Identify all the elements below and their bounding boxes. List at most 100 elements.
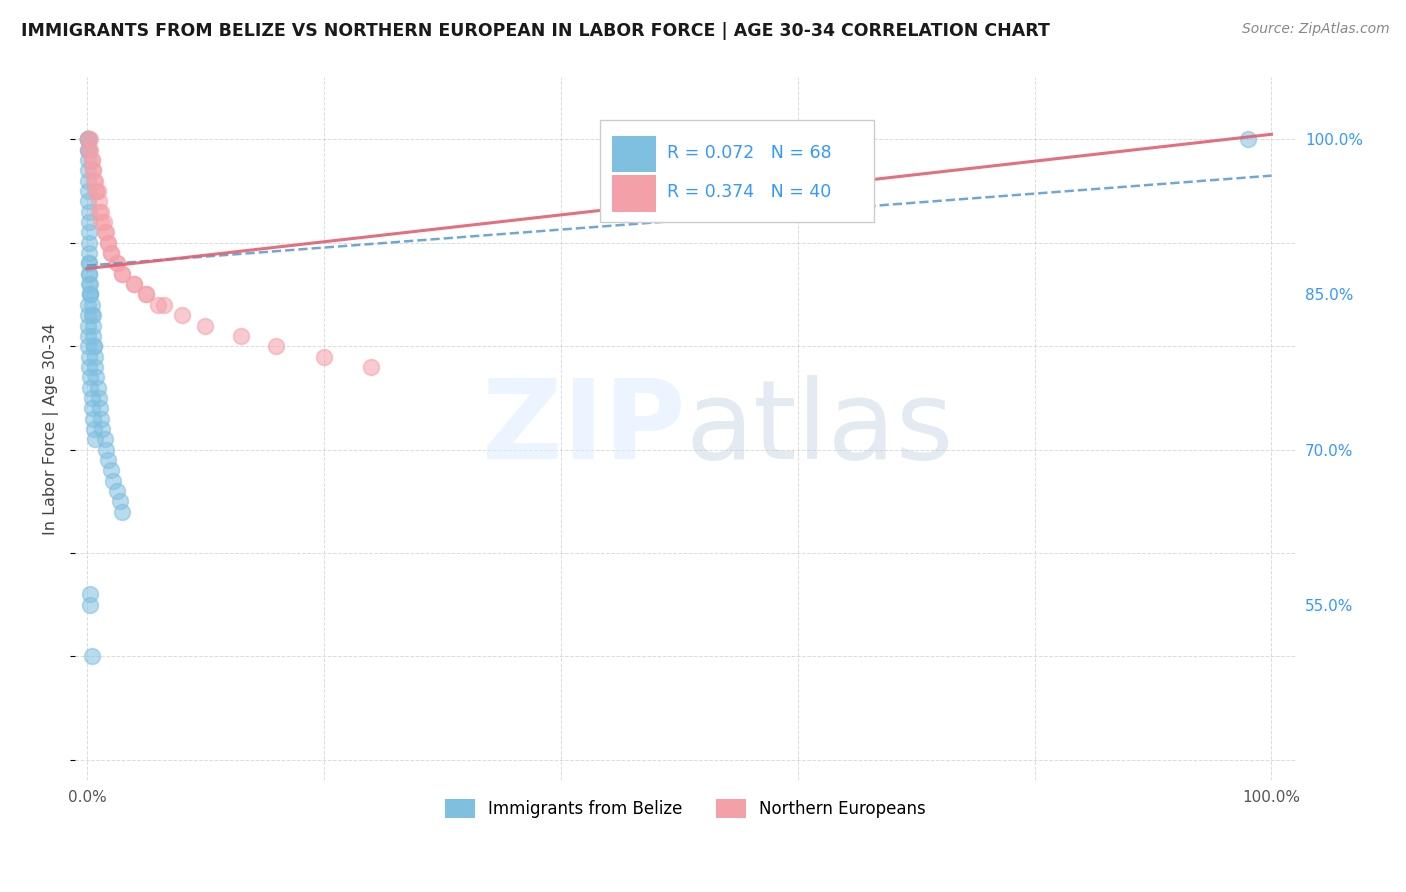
Point <box>84 359 107 374</box>
Point <box>80 649 103 664</box>
Point <box>229 329 252 343</box>
Point <box>124 277 146 292</box>
Point <box>111 267 134 281</box>
Point <box>77 246 100 260</box>
Point <box>93 215 115 229</box>
Point <box>82 411 104 425</box>
Point <box>79 287 101 301</box>
Point <box>77 226 100 240</box>
Text: Source: ZipAtlas.com: Source: ZipAtlas.com <box>1241 22 1389 37</box>
Point <box>79 350 101 364</box>
Point <box>77 329 100 343</box>
Point <box>77 132 100 146</box>
Point <box>86 184 108 198</box>
Point <box>135 287 157 301</box>
Point <box>77 339 100 353</box>
Point <box>100 463 122 477</box>
Point <box>100 246 122 260</box>
Point <box>77 194 100 209</box>
Point <box>82 308 104 322</box>
Point <box>77 235 100 250</box>
Point <box>101 474 124 488</box>
Point <box>82 163 104 178</box>
Point <box>360 359 382 374</box>
Point <box>79 267 101 281</box>
Point <box>79 256 101 270</box>
Point <box>93 226 115 240</box>
Point <box>135 287 157 301</box>
Point <box>77 153 100 168</box>
Point <box>105 483 128 498</box>
Point <box>77 132 100 146</box>
Legend: Immigrants from Belize, Northern Europeans: Immigrants from Belize, Northern Europea… <box>437 792 932 825</box>
Point <box>80 298 103 312</box>
Point <box>94 442 117 457</box>
Point <box>87 194 110 209</box>
Point <box>87 391 110 405</box>
Point <box>86 380 108 394</box>
Point <box>80 401 103 416</box>
Point <box>79 132 101 146</box>
Point <box>79 267 101 281</box>
Point <box>153 298 176 312</box>
Point <box>108 494 131 508</box>
Point <box>111 504 134 518</box>
Point <box>93 432 115 446</box>
FancyBboxPatch shape <box>612 175 655 211</box>
Text: R = 0.374   N = 40: R = 0.374 N = 40 <box>666 183 831 201</box>
Point <box>105 256 128 270</box>
Point <box>83 339 105 353</box>
Text: R = 0.072   N = 68: R = 0.072 N = 68 <box>666 144 831 161</box>
Point <box>79 598 101 612</box>
Point <box>194 318 217 333</box>
Point <box>79 287 101 301</box>
Point <box>77 143 100 157</box>
Point <box>89 401 111 416</box>
Point <box>83 339 105 353</box>
Point <box>79 143 101 157</box>
Point <box>111 267 134 281</box>
Point <box>87 204 110 219</box>
Point <box>90 215 112 229</box>
Point <box>77 132 100 146</box>
FancyBboxPatch shape <box>612 136 655 172</box>
Point <box>83 422 105 436</box>
Point <box>79 277 101 292</box>
Point <box>94 226 117 240</box>
Point <box>77 143 100 157</box>
Point <box>97 453 120 467</box>
FancyBboxPatch shape <box>600 120 875 221</box>
Point <box>105 256 128 270</box>
Point <box>124 277 146 292</box>
Point <box>77 132 100 146</box>
Point <box>77 318 100 333</box>
Point <box>79 380 101 394</box>
Point <box>77 215 100 229</box>
Point <box>77 184 100 198</box>
Point <box>84 174 107 188</box>
Point <box>79 587 101 601</box>
Text: atlas: atlas <box>685 376 953 483</box>
Point <box>84 432 107 446</box>
Point <box>82 329 104 343</box>
Point <box>79 370 101 384</box>
Point <box>80 391 103 405</box>
Point <box>80 153 103 168</box>
Point <box>91 422 114 436</box>
Point <box>266 339 288 353</box>
Point <box>100 246 122 260</box>
Point <box>79 256 101 270</box>
Point <box>77 163 100 178</box>
Y-axis label: In Labor Force | Age 30-34: In Labor Force | Age 30-34 <box>44 323 59 535</box>
Point <box>77 308 100 322</box>
Point <box>79 143 101 157</box>
Text: ZIP: ZIP <box>482 376 685 483</box>
Point <box>80 308 103 322</box>
Point <box>86 184 108 198</box>
Point <box>77 298 100 312</box>
Point <box>86 370 108 384</box>
Point <box>312 350 335 364</box>
Point <box>80 153 103 168</box>
Point <box>90 204 112 219</box>
Point <box>77 132 100 146</box>
